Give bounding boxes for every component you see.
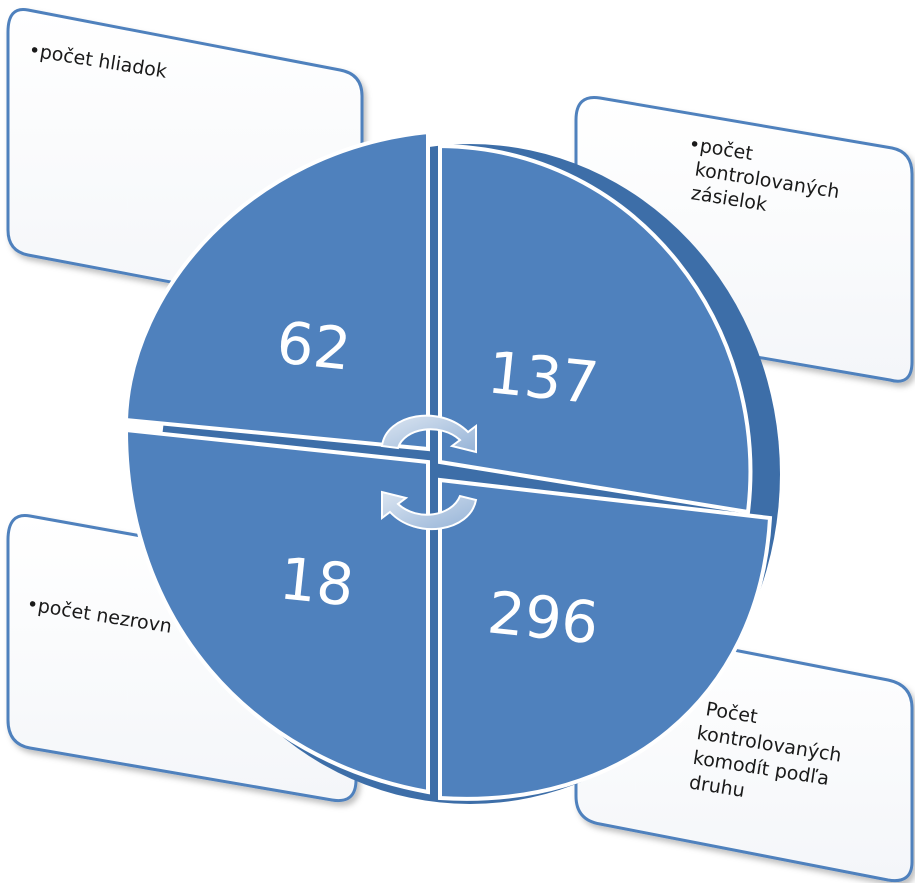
value-komodit: 296 [485, 578, 602, 657]
quadrant-bottom-left [123, 427, 430, 795]
value-zasielok: 137 [485, 338, 602, 417]
quadrant-top-left [123, 129, 430, 452]
quadrant-top-right [438, 143, 753, 515]
value-hliadok: 62 [274, 308, 355, 383]
cycle-arrows-icon [380, 414, 478, 531]
circle-quadrants [123, 129, 773, 801]
value-nezrovnalosti: 18 [277, 544, 358, 619]
quadrant-bottom-right [438, 477, 773, 801]
